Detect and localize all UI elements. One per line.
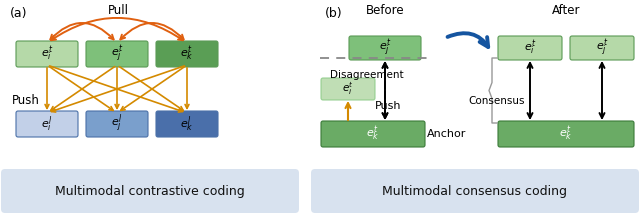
Text: $e_j^t$: $e_j^t$ [596,37,608,59]
Text: $e_i^t$: $e_i^t$ [41,45,53,63]
Text: Anchor: Anchor [427,129,467,139]
Text: $e_j^t$: $e_j^t$ [111,43,124,65]
FancyBboxPatch shape [16,111,78,137]
FancyBboxPatch shape [86,111,148,137]
FancyBboxPatch shape [570,36,634,60]
FancyBboxPatch shape [349,36,421,60]
FancyBboxPatch shape [86,41,148,67]
Text: Consensus: Consensus [468,96,525,106]
Text: $e_i^t$: $e_i^t$ [524,39,536,57]
FancyBboxPatch shape [498,121,634,147]
Text: $e_k^l$: $e_k^l$ [180,114,194,134]
Text: Pull: Pull [108,4,129,17]
Text: $e_k^t$: $e_k^t$ [180,45,194,63]
Text: $e_j^l$: $e_j^l$ [111,113,123,135]
FancyBboxPatch shape [321,78,375,100]
Text: Disagreement: Disagreement [330,70,404,80]
Text: Push: Push [12,94,40,106]
Text: Push: Push [375,101,401,111]
Text: (b): (b) [325,7,342,20]
Text: (a): (a) [10,7,28,20]
Text: Before: Before [365,4,404,17]
Text: $e_i^l$: $e_i^l$ [41,114,52,134]
FancyBboxPatch shape [1,169,299,213]
FancyBboxPatch shape [321,121,425,147]
Text: Multimodal consensus coding: Multimodal consensus coding [383,184,568,197]
Text: Multimodal contrastive coding: Multimodal contrastive coding [55,184,245,197]
Text: $e_i^t$: $e_i^t$ [342,81,354,97]
FancyBboxPatch shape [498,36,562,60]
FancyBboxPatch shape [156,41,218,67]
FancyBboxPatch shape [311,169,639,213]
Text: $e_j^t$: $e_j^t$ [379,37,391,59]
Text: $e_k^t$: $e_k^t$ [559,125,573,143]
FancyBboxPatch shape [16,41,78,67]
Text: After: After [552,4,580,17]
FancyBboxPatch shape [156,111,218,137]
Text: $e_k^t$: $e_k^t$ [366,125,380,143]
